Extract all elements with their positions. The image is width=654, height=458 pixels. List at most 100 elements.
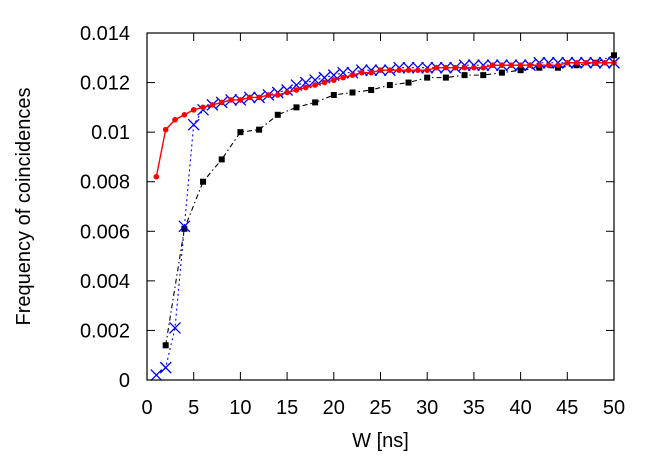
series-layer [150,52,620,382]
data-point [162,342,169,349]
data-point [424,67,431,73]
data-point [573,59,580,66]
data-point [461,72,468,79]
data-point [256,126,263,133]
x-tick-label: 45 [556,397,578,419]
data-point [330,91,337,98]
data-point [545,62,552,69]
data-point [340,74,346,81]
data-point [293,87,300,93]
data-point [228,97,234,103]
data-point [461,64,468,71]
y-tick-label: 0.008 [80,172,130,194]
data-point [200,104,206,111]
y-tick-label: 0.01 [91,122,130,144]
data-point [312,99,319,106]
data-point [284,89,290,96]
y-tick-label: 0.004 [80,271,130,293]
data-point [527,62,533,69]
x-tick-label: 25 [369,397,391,419]
x-tick-label: 5 [188,397,199,419]
data-point [555,62,561,69]
data-point [172,116,178,123]
data-point [359,69,365,76]
data-point [386,82,393,89]
x-tick-label: 30 [416,397,438,419]
data-point [405,79,412,86]
data-point [256,94,262,101]
data-point [169,321,181,334]
data-point [265,92,272,98]
data-point [601,59,608,66]
data-point [583,59,589,66]
data-point [159,361,172,374]
x-tick-label: 50 [603,397,625,419]
y-tick-label: 0.014 [80,23,130,45]
data-point [331,77,337,83]
data-point [274,111,281,118]
data-point [396,67,402,73]
plot-frame [146,32,615,381]
data-point [489,62,496,69]
x-tick-label: 0 [141,397,152,419]
series-line [155,62,614,376]
data-point [415,67,421,73]
data-point [433,64,440,71]
data-point [368,69,374,76]
series-circle [153,59,617,180]
data-point [237,129,244,136]
data-point [274,92,281,98]
x-tick-label: 40 [509,397,531,419]
data-point [405,67,412,73]
data-point [150,369,163,382]
data-point [480,64,487,71]
data-point [181,111,188,118]
y-tick-label: 0 [119,370,130,392]
data-point [218,156,225,163]
data-point [321,79,328,86]
x-tick-label: 15 [276,397,298,419]
series-square [162,52,617,349]
data-point [293,104,300,111]
x-tick-label: 20 [323,397,345,419]
y-tick-label: 0.002 [80,320,130,342]
x-tick-label: 10 [229,397,251,419]
data-point [181,225,188,232]
data-point [536,62,543,69]
data-point [377,67,384,73]
data-point [517,62,524,69]
y-tick-label: 0.012 [80,73,130,95]
data-point [246,94,253,101]
data-point [302,84,309,91]
data-point [162,126,169,133]
data-point [349,89,356,96]
data-point [564,59,571,66]
data-point [368,87,375,94]
data-point [471,64,477,71]
data-point [237,97,244,103]
y-axis-title: Frequency of coincidences [13,88,35,326]
x-tick-label: 35 [463,397,485,419]
data-point [218,99,225,106]
data-point [153,173,160,180]
data-point [209,102,216,108]
tick-layer: 0 5 10 15 20 25 30 35 40 45 50 0 0.002 0.004 0.006 0.00… [80,23,625,419]
data-point [517,67,524,74]
data-point [452,64,459,71]
data-point [312,82,318,88]
data-point [508,62,515,69]
data-point [387,67,393,73]
data-point [187,118,200,131]
data-point [443,64,449,71]
data-point [178,220,191,233]
series-x [150,56,620,382]
data-point [592,59,599,66]
data-point [200,178,207,185]
data-point [424,74,431,81]
data-point [498,69,505,76]
x-axis-title: W [ns] [352,430,409,452]
y-tick-label: 0.006 [80,221,130,243]
series-line [155,62,614,177]
data-point [499,62,505,69]
